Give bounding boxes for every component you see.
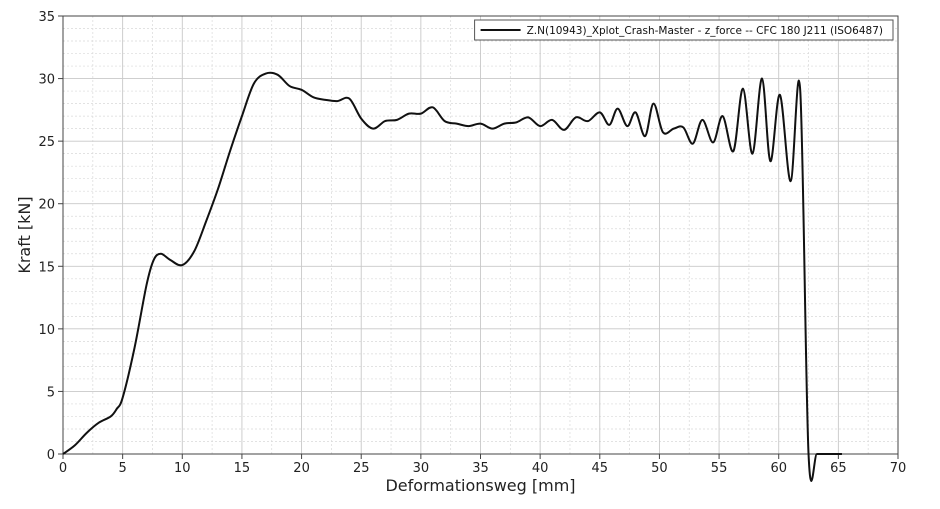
y-tick-label: 20 [38, 198, 55, 213]
y-axis-label: Kraft [kN] [15, 196, 34, 273]
x-tick-label: 70 [890, 461, 907, 476]
x-tick-label: 35 [472, 461, 489, 476]
y-tick-label: 35 [38, 10, 55, 25]
x-tick-label: 30 [413, 461, 430, 476]
y-tick-label: 5 [47, 385, 55, 400]
x-tick-label: 45 [592, 461, 609, 476]
legend-box [474, 19, 894, 41]
x-tick-label: 10 [174, 461, 191, 476]
y-tick-label: 30 [38, 73, 55, 88]
y-tick-label: 0 [47, 448, 55, 463]
x-axis-ticks: 0 5 10 15 20 25 30 35 40 45 50 55 60 65 70 [59, 454, 906, 476]
series-line [62, 71, 842, 482]
y-tick-label: 15 [38, 260, 55, 275]
x-tick-label: 40 [532, 461, 549, 476]
x-tick-label: 60 [770, 461, 787, 476]
y-tick-label: 25 [38, 135, 55, 150]
major-grid [62, 15, 899, 455]
x-tick-label: 25 [353, 461, 370, 476]
x-tick-label: 5 [119, 461, 127, 476]
x-tick-label: 20 [293, 461, 310, 476]
x-tick-label: 65 [830, 461, 847, 476]
x-tick-label: 0 [59, 461, 67, 476]
y-tick-label: 10 [38, 323, 55, 338]
legend: Z.N(10943)_Xplot_Crash-Master - z_force … [474, 19, 894, 41]
legend-label: Z.N(10943)_Xplot_Crash-Master - z_force … [527, 25, 883, 37]
x-tick-label: 50 [651, 461, 668, 476]
x-axis-label: Deformationsweg [mm] [385, 476, 575, 495]
x-tick-label: 55 [711, 461, 728, 476]
y-axis-ticks: 0 5 10 15 20 25 30 35 [38, 10, 63, 463]
x-tick-label: 15 [234, 461, 251, 476]
